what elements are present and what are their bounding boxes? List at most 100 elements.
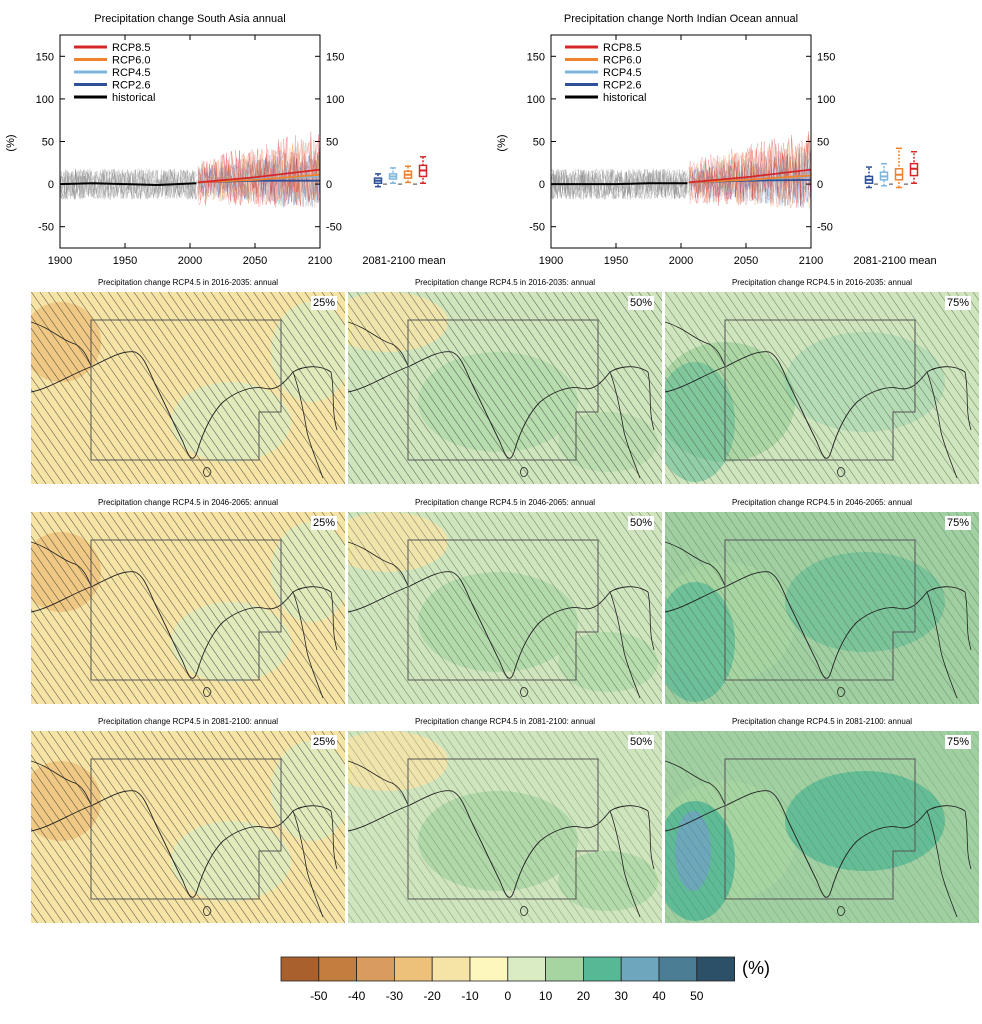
map-panel bbox=[665, 292, 979, 484]
coastline bbox=[348, 351, 649, 459]
colorbar-tick-label: -10 bbox=[461, 989, 479, 1003]
boxplot-rcp26 bbox=[864, 166, 878, 189]
percentile-label: 25% bbox=[311, 296, 338, 310]
y-tick-label: 0 bbox=[539, 179, 545, 191]
island-outline bbox=[203, 687, 212, 697]
island-outline bbox=[837, 687, 846, 697]
y-axis-label: (%) bbox=[5, 134, 17, 151]
significance-hatching bbox=[348, 292, 662, 484]
legend-label: historical bbox=[112, 92, 155, 104]
y-tick-label: 50 bbox=[326, 137, 338, 149]
legend-label: RCP8.5 bbox=[603, 42, 642, 54]
map-canvas bbox=[665, 731, 979, 923]
significance-hatching bbox=[665, 292, 979, 484]
coastline bbox=[665, 541, 972, 699]
coastline bbox=[348, 321, 655, 479]
coastline bbox=[348, 541, 655, 699]
colorbar-tick-label: 50 bbox=[690, 989, 704, 1003]
significance-hatching bbox=[665, 512, 979, 704]
timeseries-chart: Precipitation change South Asia annual (%… bbox=[5, 13, 446, 267]
map-panel bbox=[348, 731, 662, 923]
colorbar-tick-label: -50 bbox=[310, 989, 328, 1003]
region-box bbox=[407, 319, 599, 461]
x-tick-label: 1950 bbox=[604, 255, 628, 267]
legend-label: RCP6.0 bbox=[112, 55, 151, 67]
y-tick-label: 0 bbox=[48, 179, 54, 191]
percentile-label: 50% bbox=[628, 735, 655, 749]
map-title: Precipitation change RCP4.5 in 2016-2035… bbox=[731, 278, 913, 287]
coastline bbox=[31, 321, 338, 479]
x-tick-label: 2000 bbox=[669, 255, 693, 267]
y-tick-label: 50 bbox=[42, 137, 54, 149]
significance-hatching bbox=[665, 731, 979, 923]
map-canvas bbox=[348, 512, 662, 704]
significance-hatching bbox=[31, 292, 345, 484]
y-tick-label: 100 bbox=[817, 94, 835, 106]
region-box bbox=[407, 758, 599, 900]
percentile-label: 25% bbox=[311, 735, 338, 749]
significance-hatching bbox=[348, 512, 662, 704]
map-panel bbox=[348, 512, 662, 704]
coastline bbox=[31, 541, 338, 699]
colorbar-tick-label: -40 bbox=[348, 989, 366, 1003]
map-panel bbox=[348, 292, 662, 484]
y-tick-label: 100 bbox=[36, 94, 54, 106]
colorbar-swatch bbox=[431, 956, 471, 982]
map-title: Precipitation change RCP4.5 in 2016-2035… bbox=[414, 278, 596, 287]
x-tick-label: 2050 bbox=[243, 255, 267, 267]
legend-label: RCP2.6 bbox=[603, 80, 642, 92]
colorbar-swatch bbox=[318, 956, 357, 982]
map-panel bbox=[31, 292, 345, 484]
timeseries-south-asia: Precipitation change South Asia annual (%… bbox=[0, 0, 491, 275]
coastline bbox=[665, 571, 966, 679]
boxplot-rcp45 bbox=[879, 162, 893, 187]
colorbar-tick-label: 10 bbox=[539, 989, 553, 1003]
ensemble-spread bbox=[59, 131, 321, 208]
chart-title: Precipitation change South Asia annual bbox=[94, 13, 285, 25]
x-tick-label: 2100 bbox=[308, 255, 332, 267]
island-outline bbox=[837, 467, 846, 477]
map-canvas bbox=[665, 292, 979, 484]
legend-label: RCP6.0 bbox=[603, 55, 642, 67]
map-title: Precipitation change RCP4.5 in 2081-2100… bbox=[97, 717, 279, 726]
coastline bbox=[31, 351, 332, 459]
y-tick-label: 150 bbox=[326, 51, 344, 63]
map-canvas bbox=[31, 731, 345, 923]
colorbar-tick-label: 40 bbox=[652, 989, 666, 1003]
colorbar-swatch bbox=[582, 956, 622, 982]
colorbar: -50 -40 -30 -20 -10 0 10 20 30 40 50 bbox=[280, 956, 750, 1011]
percentile-label: 50% bbox=[628, 296, 655, 310]
coastline bbox=[348, 760, 655, 918]
island-outline bbox=[520, 906, 529, 916]
y-axis-label: (%) bbox=[496, 134, 508, 151]
x-tick-label: 2050 bbox=[734, 255, 758, 267]
island-outline bbox=[203, 467, 212, 477]
legend-label: RCP4.5 bbox=[112, 67, 151, 79]
y-tick-label: 0 bbox=[326, 179, 332, 191]
map-panel bbox=[31, 512, 345, 704]
percentile-label: 75% bbox=[945, 735, 972, 749]
boxplot-rcp26 bbox=[373, 173, 387, 188]
region-box bbox=[90, 539, 282, 681]
legend-label: RCP8.5 bbox=[112, 42, 151, 54]
colorbar-swatch bbox=[394, 956, 433, 982]
y-tick-label: 150 bbox=[817, 51, 835, 63]
timeseries-north-indian-ocean: Precipitation change North Indian Ocean … bbox=[491, 0, 982, 275]
map-title: Precipitation change RCP4.5 in 2081-2100… bbox=[731, 717, 913, 726]
series-line-historical bbox=[551, 182, 688, 186]
percentile-label: 75% bbox=[945, 296, 972, 310]
map-title: Precipitation change RCP4.5 in 2016-2035… bbox=[97, 278, 279, 287]
coastline bbox=[665, 760, 972, 918]
series-line-rcp85 bbox=[688, 168, 812, 184]
colorbar-tick-label: 30 bbox=[615, 989, 629, 1003]
map-canvas bbox=[348, 292, 662, 484]
y-tick-label: -50 bbox=[817, 222, 833, 234]
boxplot-label: 2081-2100 mean bbox=[853, 255, 936, 267]
x-tick-label: 1900 bbox=[48, 255, 72, 267]
coastline bbox=[348, 790, 649, 898]
colorbar-swatch bbox=[280, 956, 320, 982]
percentile-label: 25% bbox=[311, 516, 338, 530]
percentile-label: 75% bbox=[945, 516, 972, 530]
coastline bbox=[665, 321, 972, 479]
map-canvas bbox=[348, 731, 662, 923]
